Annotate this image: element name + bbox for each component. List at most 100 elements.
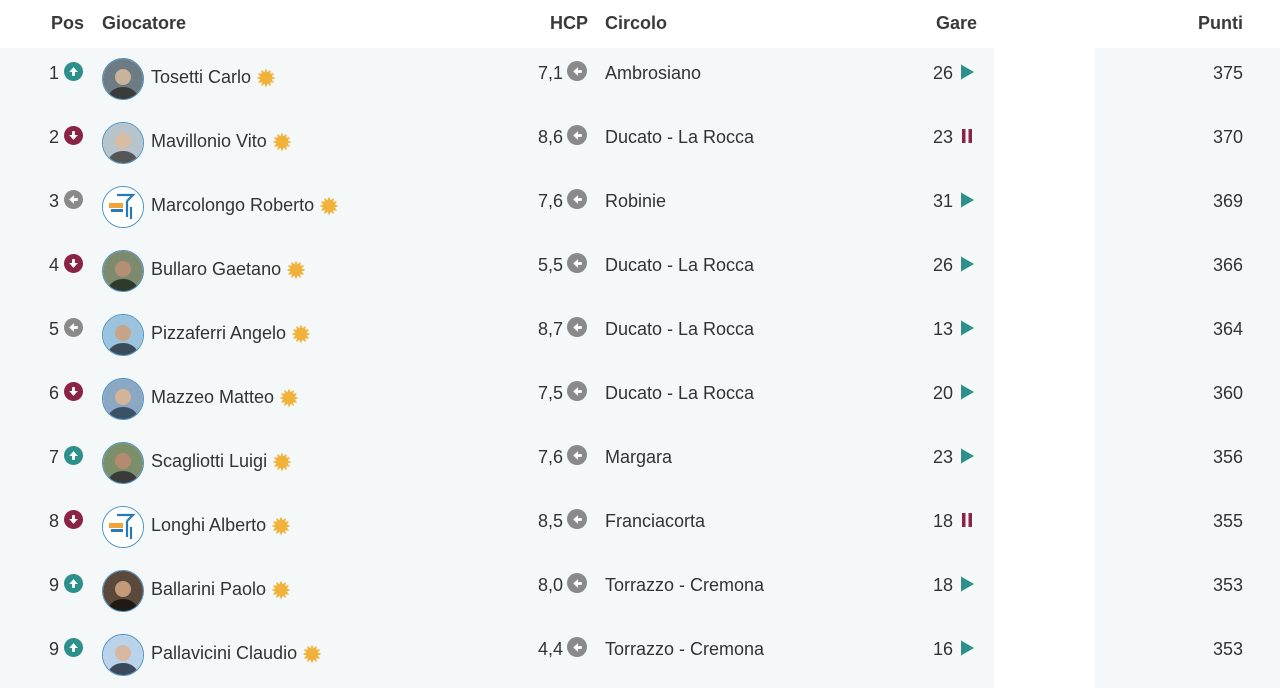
player-name[interactable]: Bullaro Gaetano xyxy=(151,259,282,279)
position-number: 8 xyxy=(48,511,59,531)
star-badge-icon xyxy=(319,196,339,216)
star-badge-icon xyxy=(279,388,299,408)
header-gare[interactable]: Gare xyxy=(935,13,977,33)
header-player[interactable]: Giocatore xyxy=(102,13,187,33)
player-name[interactable]: Marcolongo Roberto xyxy=(151,195,315,215)
table-row[interactable]: 1 Tosetti Carlo 7,1 Ambrosiano 26 375 xyxy=(0,48,1280,112)
player-name[interactable]: Mavillonio Vito xyxy=(151,131,267,151)
avatar[interactable] xyxy=(102,314,144,356)
club-name: Ducato - La Rocca xyxy=(605,383,755,403)
star-badge-icon xyxy=(272,132,292,152)
hcp-value: 7,5 xyxy=(537,383,563,403)
points-value: 370 xyxy=(1212,127,1243,147)
points-value: 355 xyxy=(1212,511,1243,531)
gare-count: 26 xyxy=(932,255,953,275)
hcp-value: 8,5 xyxy=(537,511,563,531)
avatar[interactable] xyxy=(102,570,144,612)
pause-icon[interactable] xyxy=(958,511,976,529)
table-background-main xyxy=(0,48,994,688)
avatar[interactable] xyxy=(102,122,144,164)
play-icon[interactable] xyxy=(958,383,976,401)
club-name: Ducato - La Rocca xyxy=(605,127,755,147)
table-row[interactable]: 9 Ballarini Paolo 8,0 Torrazzo - Cremona… xyxy=(0,560,1280,624)
table-row[interactable]: 5 Pizzaferri Angelo 8,7 Ducato - La Rocc… xyxy=(0,304,1280,368)
gare-count: 16 xyxy=(932,639,953,659)
avatar[interactable] xyxy=(102,442,144,484)
play-icon[interactable] xyxy=(958,319,976,337)
table-row[interactable]: 8 Longhi Alberto 8,5 Franciacorta 18 355 xyxy=(0,496,1280,560)
avatar[interactable] xyxy=(102,378,144,420)
leaderboard-rows: 1 Tosetti Carlo 7,1 Ambrosiano 26 375 2 … xyxy=(0,48,1280,688)
gare-count: 18 xyxy=(932,511,953,531)
star-badge-icon xyxy=(286,260,306,280)
position-number: 2 xyxy=(48,127,59,147)
trend-down-icon xyxy=(64,382,83,401)
position-number: 9 xyxy=(48,639,59,659)
play-icon[interactable] xyxy=(958,63,976,81)
avatar[interactable] xyxy=(102,634,144,676)
points-value: 364 xyxy=(1212,319,1243,339)
header-club[interactable]: Circolo xyxy=(605,13,668,33)
avatar[interactable] xyxy=(102,58,144,100)
points-value: 360 xyxy=(1212,383,1243,403)
avatar[interactable] xyxy=(102,506,144,548)
player-name[interactable]: Pallavicini Claudio xyxy=(151,643,298,663)
player-name[interactable]: Longhi Alberto xyxy=(151,515,267,535)
play-icon[interactable] xyxy=(958,191,976,209)
points-value: 353 xyxy=(1212,575,1243,595)
hcp-value: 8,0 xyxy=(537,575,563,595)
play-icon[interactable] xyxy=(958,639,976,657)
table-header: Pos Giocatore HCP Circolo Gare Punti xyxy=(0,0,1280,48)
table-row[interactable]: 4 Bullaro Gaetano 5,5 Ducato - La Rocca … xyxy=(0,240,1280,304)
club-name: Margara xyxy=(605,447,673,467)
hcp-value: 5,5 xyxy=(537,255,563,275)
player-cell: Tosetti Carlo xyxy=(151,67,276,88)
avatar[interactable] xyxy=(102,250,144,292)
player-name[interactable]: Pizzaferri Angelo xyxy=(151,323,287,343)
hcp-value: 4,4 xyxy=(537,639,563,659)
player-cell: Bullaro Gaetano xyxy=(151,259,306,280)
player-name[interactable]: Mazzeo Matteo xyxy=(151,387,275,407)
header-hcp[interactable]: HCP xyxy=(549,13,588,33)
table-row[interactable]: 3 Marcolongo Roberto 7,6 Robinie 31 369 xyxy=(0,176,1280,240)
player-cell: Mavillonio Vito xyxy=(151,131,292,152)
play-icon[interactable] xyxy=(958,255,976,273)
position-number: 5 xyxy=(48,319,59,339)
player-cell: Longhi Alberto xyxy=(151,515,291,536)
position-number: 4 xyxy=(48,255,59,275)
star-badge-icon xyxy=(271,516,291,536)
trend-same-icon xyxy=(64,318,83,337)
hcp-trend-arrow-left-icon xyxy=(567,445,587,465)
points-value: 353 xyxy=(1212,639,1243,659)
header-pos[interactable]: Pos xyxy=(50,13,84,33)
header-punti[interactable]: Punti xyxy=(1198,13,1243,33)
table-row[interactable]: 6 Mazzeo Matteo 7,5 Ducato - La Rocca 20… xyxy=(0,368,1280,432)
play-icon[interactable] xyxy=(958,575,976,593)
player-name[interactable]: Ballarini Paolo xyxy=(151,579,267,599)
table-row[interactable]: 9 Pallavicini Claudio 4,4 Torrazzo - Cre… xyxy=(0,624,1280,688)
points-value: 369 xyxy=(1212,191,1243,211)
hcp-trend-arrow-left-icon xyxy=(567,573,587,593)
hcp-value: 8,6 xyxy=(537,127,563,147)
gare-count: 13 xyxy=(932,319,953,339)
points-value: 366 xyxy=(1212,255,1243,275)
player-name[interactable]: Tosetti Carlo xyxy=(151,67,252,87)
position-number: 9 xyxy=(48,575,59,595)
trend-down-icon xyxy=(64,126,83,145)
player-name[interactable]: Scagliotti Luigi xyxy=(151,451,268,471)
hcp-trend-arrow-left-icon xyxy=(567,637,587,657)
star-badge-icon xyxy=(302,644,322,664)
hcp-trend-arrow-left-icon xyxy=(567,317,587,337)
hcp-trend-arrow-left-icon xyxy=(567,381,587,401)
avatar[interactable] xyxy=(102,186,144,228)
position-number: 1 xyxy=(48,63,59,83)
pause-icon[interactable] xyxy=(958,127,976,145)
gare-count: 31 xyxy=(932,191,953,211)
table-row[interactable]: 7 Scagliotti Luigi 7,6 Margara 23 356 xyxy=(0,432,1280,496)
table-row[interactable]: 2 Mavillonio Vito 8,6 Ducato - La Rocca … xyxy=(0,112,1280,176)
play-icon[interactable] xyxy=(958,447,976,465)
player-cell: Ballarini Paolo xyxy=(151,579,291,600)
player-cell: Mazzeo Matteo xyxy=(151,387,299,408)
player-cell: Pallavicini Claudio xyxy=(151,643,322,664)
